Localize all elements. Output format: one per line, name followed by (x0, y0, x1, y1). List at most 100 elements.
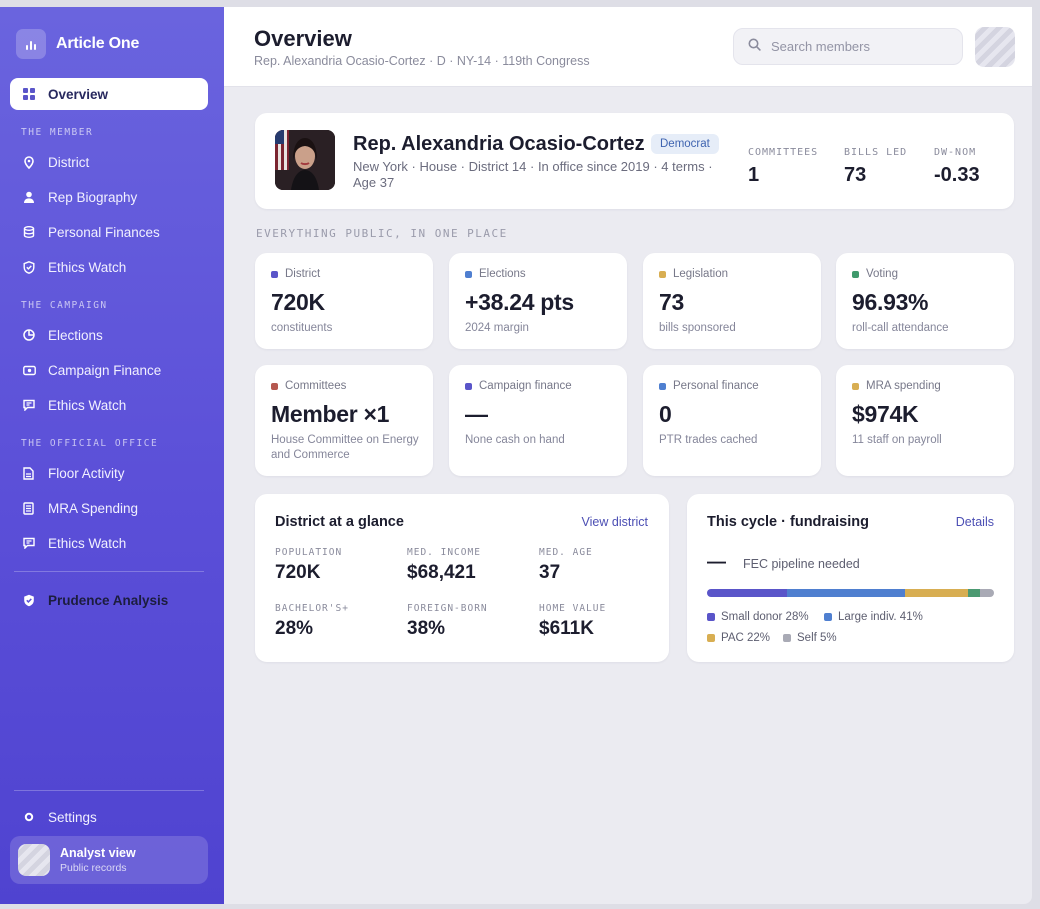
tile-label: Voting (852, 268, 898, 280)
tile-value: — (465, 401, 488, 427)
legend-label: PAC 22% (721, 632, 771, 644)
document-icon (23, 467, 35, 480)
tile-value: +38.24 pts (465, 289, 574, 315)
sidebar-item-mra-spending[interactable]: MRA Spending (10, 492, 208, 524)
district-panel: District at a glance View district POPUL… (255, 494, 669, 662)
user-avatar[interactable] (975, 27, 1015, 67)
tile-campaign-finance[interactable]: Campaign finance — None cash on hand (449, 365, 627, 476)
stat-label-bills-led: BILLS LED (844, 147, 908, 158)
section-eyebrow: EVERYTHING PUBLIC, IN ONE PLACE (256, 227, 508, 240)
sidebar-item-label: Settings (48, 809, 97, 825)
tile-mra-spending[interactable]: MRA spending $974K 11 staff on payroll (836, 365, 1014, 476)
search-input[interactable] (771, 39, 941, 54)
sidebar-item-label: Personal Finances (48, 224, 160, 240)
sidebar-item-district[interactable]: District (10, 146, 208, 178)
tile-personal-finance[interactable]: Personal finance 0 PTR trades cached (643, 365, 821, 476)
brand[interactable]: Article One (16, 29, 139, 59)
tile-value: 0 (659, 401, 672, 427)
sidebar-item-label: Overview (48, 86, 109, 102)
sidebar-item-rep-biography[interactable]: Rep Biography (10, 181, 208, 213)
legend-item: Small donor 28% (707, 611, 809, 623)
legend-swatch (707, 613, 715, 621)
sidebar-item-overview[interactable]: Overview (10, 78, 208, 110)
kv-value: $68,421 (407, 562, 476, 583)
tile-label: Committees (271, 380, 346, 392)
sidebar-item-label: Ethics Watch (48, 259, 127, 275)
sidebar-item-ethics-watch-campaign[interactable]: Ethics Watch (10, 389, 208, 421)
tile-dot (465, 270, 472, 278)
pie-chart-icon (23, 329, 35, 341)
tile-label-text: Campaign finance (479, 380, 572, 392)
legend-item: Self 5% (783, 632, 837, 644)
stat-label-dw-nom: DW-NOM (934, 147, 977, 158)
sidebar-item-label: Ethics Watch (48, 397, 127, 413)
tile-subtext: None cash on hand (465, 434, 565, 446)
tile-subtext: constituents (271, 322, 333, 334)
member-photo (275, 130, 335, 190)
kv-value: 28% (275, 618, 314, 639)
sidebar-item-floor-activity[interactable]: Floor Activity (10, 457, 208, 489)
banknote-icon (23, 364, 36, 376)
tile-label: District (271, 268, 320, 280)
sidebar-item-personal-finances[interactable]: Personal Finances (10, 216, 208, 248)
analyst-view-card[interactable]: Analyst view Public records (10, 836, 208, 884)
tile-label-text: Voting (866, 268, 898, 280)
kv-label: MED. INCOME (407, 547, 481, 558)
legend-swatch (824, 613, 832, 621)
member-name: Rep. Alexandria Ocasio-Cortez (353, 133, 645, 155)
sidebar-item-campaign-finance[interactable]: Campaign Finance (10, 354, 208, 386)
kv-value: $611K (539, 618, 594, 639)
tile-district[interactable]: District 720K constituents (255, 253, 433, 349)
sidebar-item-label: Elections (48, 327, 103, 343)
database-icon (23, 226, 35, 239)
kv-value: 720K (275, 562, 321, 583)
grid-icon (23, 88, 35, 100)
fundraising-segment-other (968, 589, 980, 597)
sidebar-item-label: Ethics Watch (48, 535, 127, 551)
legend-label: Self 5% (797, 632, 837, 644)
kv-value: 38% (407, 618, 446, 639)
tile-dot (852, 270, 859, 278)
message-alert-icon (23, 537, 35, 550)
kv-value: 37 (539, 562, 561, 583)
sidebar-divider (14, 571, 204, 572)
tile-voting[interactable]: Voting 96.93% roll-call attendance (836, 253, 1014, 349)
details-link[interactable]: Details (955, 515, 994, 529)
sidebar-item-label: Campaign Finance (48, 362, 162, 378)
sidebar-item-label: Rep Biography (48, 189, 138, 205)
message-alert-icon (23, 399, 35, 412)
tile-label-text: Personal finance (673, 380, 759, 392)
tile-label: Personal finance (659, 380, 759, 392)
legend-swatch (707, 634, 715, 642)
sidebar-item-ethics-watch-member[interactable]: Ethics Watch (10, 251, 208, 283)
tile-committees[interactable]: Committees Member ×1 House Committee on … (255, 365, 433, 476)
sidebar-item-settings[interactable]: Settings (10, 801, 208, 833)
member-meta: New York · House · District 14 · In offi… (353, 159, 713, 190)
tile-label-text: District (285, 268, 321, 280)
tile-value: 73 (659, 289, 684, 315)
analyst-title: Analyst view (60, 846, 136, 860)
avatar (18, 844, 50, 876)
sidebar-item-ethics-watch-office[interactable]: Ethics Watch (10, 527, 208, 559)
stat-value-dw-nom: -0.33 (934, 164, 980, 186)
tile-dot (271, 382, 278, 390)
tile-elections[interactable]: Elections +38.24 pts 2024 margin (449, 253, 627, 349)
sidebar-item-elections[interactable]: Elections (10, 319, 208, 351)
view-district-link[interactable]: View district (581, 515, 648, 529)
sidebar-item-label: Floor Activity (48, 465, 125, 481)
gear-icon (23, 811, 35, 823)
tile-dot (659, 270, 666, 278)
kv-label: MED. AGE (539, 547, 593, 558)
brand-name: Article One (56, 35, 140, 52)
tile-dot (852, 382, 859, 390)
tile-label: Campaign finance (465, 380, 572, 392)
search-box[interactable] (733, 28, 963, 65)
tile-label: Elections (465, 268, 526, 280)
tile-value: 96.93% (852, 289, 929, 315)
tile-dot (659, 382, 666, 390)
sidebar-item-prudence-analysis[interactable]: Prudence Analysis (10, 584, 208, 616)
fundraising-segment-pac (905, 589, 969, 597)
tile-legislation[interactable]: Legislation 73 bills sponsored (643, 253, 821, 349)
party-badge: Democrat (651, 134, 719, 154)
tile-label: MRA spending (852, 380, 941, 392)
